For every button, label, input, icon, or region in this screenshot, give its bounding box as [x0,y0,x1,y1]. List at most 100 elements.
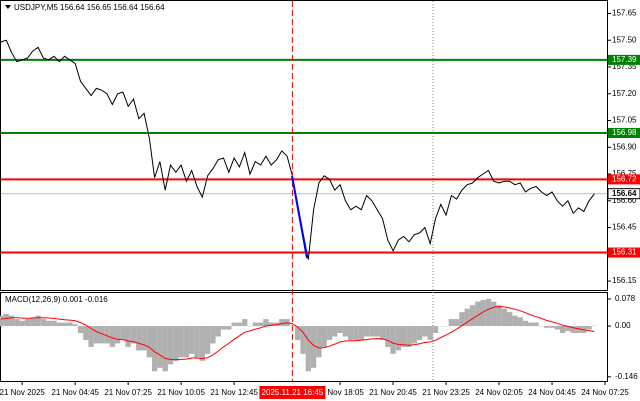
macd-bar [401,326,407,347]
macd-bar [83,326,89,340]
macd-bar [554,326,560,330]
macd-bar [141,326,147,351]
macd-bar [30,317,36,327]
macd-bar [93,326,100,344]
last-price-label: 156.64 [612,189,637,198]
symbol-menu-icon[interactable] [5,5,11,9]
macd-bar [136,326,142,351]
macd-bar [295,326,301,340]
macd-bar [448,319,455,327]
signal-line [0,306,595,361]
macd-bar [522,320,529,327]
macd-bar [316,326,322,358]
macd-bar [35,315,41,327]
macd-bar [67,322,73,327]
macd-bar [24,319,31,327]
macd-bar [263,319,269,327]
symbol-title: USDJPY,M5 [14,3,58,12]
y-tick-label: 157.50 [612,35,637,44]
macd-bar [491,301,497,327]
macd-bar [72,324,78,327]
macd-bar [257,322,264,327]
level-label: 156.72 [612,175,637,184]
macd-bar [544,326,550,328]
quote: 156.64 156.65 156.64 156.64 [60,3,165,12]
macd-bar [310,326,317,368]
macd-bar [99,326,105,344]
y-tick-label: 157.05 [612,116,637,125]
macd-bar [480,299,486,327]
macd-bar [178,326,184,358]
macd-bar [549,326,555,328]
y-tick-label: 157.20 [612,89,637,98]
macd-bar [220,326,227,330]
macd-bar [374,326,380,337]
level-label: 157.39 [612,55,637,64]
macd-bar [427,326,433,340]
level-label-box [608,128,640,139]
y-tick-label: 156.15 [612,276,637,285]
level-label-box [608,247,640,258]
macd-bar [242,319,248,327]
macd-bar [14,319,20,327]
macd-bar [252,322,258,327]
macd-bar [199,326,205,361]
level-label-box [608,54,640,65]
level-label: 156.31 [612,248,637,257]
macd-bar [337,326,343,333]
macd-bar [411,326,417,344]
macd-bar [279,319,285,327]
macd-bar [453,319,460,327]
macd-bar [268,322,274,327]
macd-bar [120,326,126,340]
y-tick-label: 157.65 [612,9,637,18]
macd-bar [215,326,221,337]
macd-bar [406,326,412,347]
macd-bar [326,326,333,340]
y-tick-label: 156.45 [612,223,637,232]
level-label-box [608,174,640,185]
macd-bar [236,322,243,327]
macd-bar [162,326,168,372]
macd-bar [210,326,216,344]
macd-bar [194,326,200,358]
macd-bar [130,326,137,344]
macd-bar [422,326,428,337]
x-tick-label: 24 Nov 07:25 [581,388,629,397]
macd-bar [189,326,195,354]
macd-bar [501,308,507,327]
x-tick-label: 21 Nov 20:45 [369,388,417,397]
macd-bar [348,326,354,340]
y-tick-label: 0.078 [615,294,636,303]
macd-bar [204,326,211,354]
macd-bar [56,322,62,327]
macd-title: MACD(12,26,9) 0.001 -0.016 [5,295,108,304]
macd-bar [46,320,52,327]
macd-bar [321,326,327,347]
x-tick-label: 21 Nov 10:05 [157,388,205,397]
macd-bar [19,320,25,327]
x-tick-label: 21 Nov 04:45 [51,388,99,397]
macd-bar [157,326,163,368]
level-label: 156.98 [612,128,637,137]
x-tick-label: 21 Nov 18:05 [316,388,364,397]
macd-bar [369,326,375,337]
macd-bar [226,326,232,330]
macd-bar [586,326,592,330]
x-tick-label: 24 Nov 02:05 [475,388,523,397]
macd-bar [353,326,359,340]
macd-bar [432,326,439,333]
macd-bar [363,326,370,337]
macd-bar [183,326,190,358]
y-tick-label: 156.75 [612,169,637,178]
trend-line [291,175,308,259]
macd-bar [109,326,115,347]
macd-bar [390,326,396,354]
macd-bar [575,326,582,333]
macd-bar [533,322,539,327]
y-tick-label: -0.146 [615,372,638,381]
macd-bar [475,301,481,327]
macd-bar [385,326,391,347]
macd-bar [528,322,534,327]
